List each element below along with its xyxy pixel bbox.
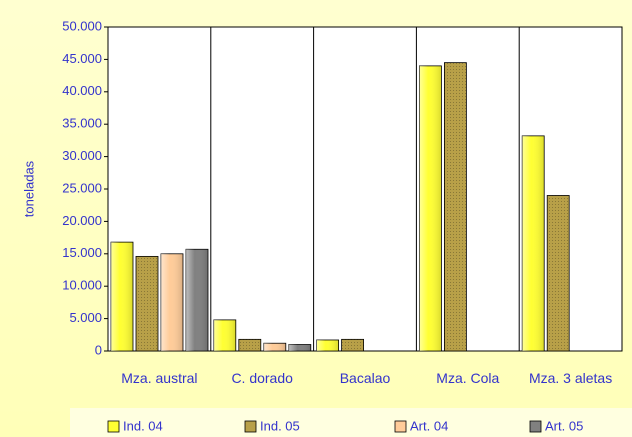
bar-shade [341, 339, 364, 351]
x-tick-label: Mza. Cola [436, 370, 500, 386]
x-tick-label: C. dorado [231, 370, 293, 386]
bar-shade [444, 62, 467, 351]
legend-label: Art. 04 [410, 418, 448, 433]
y-tick-label: 35.000 [62, 116, 102, 131]
plot-area [107, 26, 623, 352]
y-tick-label: 20.000 [62, 213, 102, 228]
bar-shade [111, 242, 133, 351]
y-tick-label: 40.000 [62, 83, 102, 98]
y-axis-title: toneladas [21, 160, 36, 217]
y-tick-label: 50.000 [62, 18, 102, 33]
x-tick-label: Mza. 3 aletas [528, 370, 613, 386]
bar-shade [522, 135, 545, 351]
legend-swatch [107, 420, 120, 433]
y-tick-label: 10.000 [62, 278, 102, 293]
legend-swatch [394, 420, 407, 433]
legend-swatch [244, 420, 257, 433]
y-tick-label: 25.000 [62, 180, 102, 195]
legend-label: Ind. 05 [260, 418, 300, 433]
legend-swatch [529, 420, 542, 433]
legend-label: Art. 05 [545, 418, 583, 433]
bar-shade [547, 195, 570, 351]
y-tick-label: 0 [95, 342, 102, 357]
legend-label: Ind. 04 [123, 418, 163, 433]
y-tick-label: 45.000 [62, 51, 102, 66]
bar-shade [161, 253, 183, 351]
bar-shade [316, 339, 339, 351]
y-tick-label: 15.000 [62, 245, 102, 260]
bar-shade [419, 65, 442, 351]
x-tick-label: Mza. austral [121, 370, 198, 386]
bar-shade [213, 319, 236, 351]
y-tick-label: 30.000 [62, 148, 102, 163]
bar-shade [238, 339, 261, 351]
y-tick-label: 5.000 [69, 310, 102, 325]
x-tick-label: Bacalao [339, 370, 391, 386]
bar-shade [263, 343, 286, 351]
bar-shade [136, 256, 158, 351]
bar-shade [186, 249, 208, 351]
bar-shade [288, 344, 311, 351]
